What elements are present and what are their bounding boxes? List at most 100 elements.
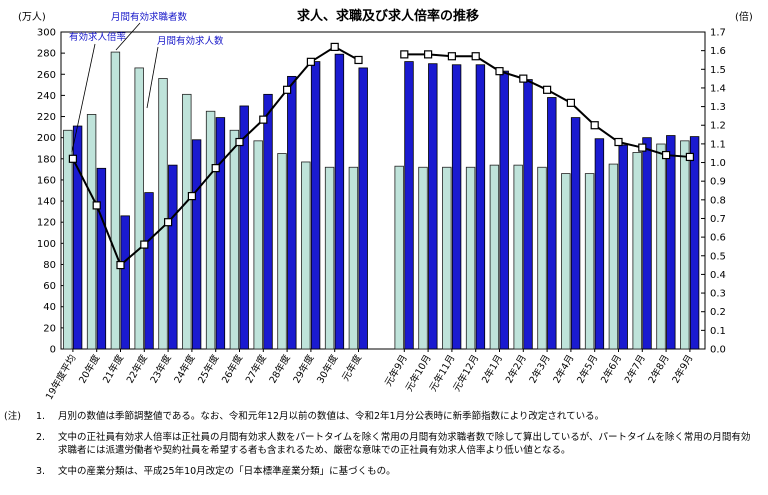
bar-seekers	[418, 166, 428, 350]
x-tick-label: 30年度	[314, 352, 340, 385]
ratio-point	[92, 201, 101, 210]
bar-openings	[358, 67, 368, 350]
x-tick-label: 19年度平均	[43, 353, 78, 402]
bar-seekers	[513, 164, 523, 350]
ratio-point	[211, 164, 220, 173]
bar-seekers	[537, 166, 547, 350]
ratio-point	[400, 50, 409, 59]
x-tick-label: 26年度	[219, 352, 245, 385]
note-1-number: 1.	[36, 411, 46, 422]
bar-seekers	[324, 166, 335, 350]
right-tick-label: 0.8	[710, 195, 726, 206]
note-2-number: 2.	[36, 432, 46, 443]
left-tick-label: 280	[37, 49, 56, 60]
ratio-point	[661, 150, 671, 160]
x-tick-label: 2年3月	[527, 353, 553, 386]
left-tick-label: 220	[37, 112, 56, 123]
bar-openings	[263, 93, 273, 350]
ratio-point	[447, 52, 456, 61]
bar-openings	[334, 53, 345, 350]
left-tick-label: 80	[43, 260, 56, 271]
chart-notes: (注) 1. 月別の数値は季節調整値である。なお、令和元年12月以前の数値は、令…	[4, 410, 756, 486]
bar-openings	[168, 164, 178, 350]
note-1: 1. 月別の数値は季節調整値である。なお、令和元年12月以前の数値は、令和2年1…	[36, 410, 756, 423]
bar-openings	[523, 79, 533, 350]
left-tick-label: 300	[37, 28, 56, 39]
bar-seekers	[134, 67, 144, 350]
plot-frame	[60, 31, 706, 350]
bar-openings	[120, 215, 130, 350]
bar-openings	[594, 138, 605, 350]
note-3-number: 3.	[36, 466, 46, 477]
ratio-point	[140, 240, 149, 249]
right-tick-label: 0.7	[710, 214, 726, 225]
x-tick-label: 25年度	[195, 352, 221, 385]
left-tick-label: 180	[37, 154, 56, 165]
right-tick-label: 0.5	[710, 251, 726, 262]
bar-openings	[689, 136, 700, 350]
x-tick-label: 元年度	[339, 352, 364, 383]
ratio-point	[164, 218, 173, 227]
ratio-point	[235, 137, 244, 147]
bar-openings	[642, 137, 652, 350]
x-tick-label: 2年8月	[646, 353, 672, 386]
right-tick-label: 0.0	[710, 345, 726, 356]
note-2-text: 文中の正社員有効求人倍率は正社員の月間有効求人数をパートタイムを除く常用の月間有…	[58, 432, 751, 456]
notes-head: (注)	[4, 411, 21, 422]
bar-seekers	[63, 129, 73, 350]
bar-seekers	[86, 114, 97, 350]
left-tick-label: 200	[37, 133, 56, 144]
x-tick-label: 22年度	[124, 352, 150, 385]
left-tick-label: 20	[43, 323, 56, 334]
ratio-point	[354, 55, 363, 65]
bar-seekers	[680, 140, 690, 350]
x-tick-label: 21年度	[100, 352, 126, 385]
bar-openings	[191, 139, 202, 350]
leader-line-ratio	[71, 43, 96, 153]
bar-openings	[215, 117, 226, 350]
ratio-point	[259, 115, 268, 124]
ratio-point	[471, 52, 480, 61]
right-tick-label: 1.2	[710, 121, 726, 132]
x-tick-label: 2年9月	[670, 353, 696, 386]
left-tick-label: 100	[37, 239, 56, 250]
ratio-point	[306, 57, 315, 66]
x-tick-label: 23年度	[148, 352, 174, 385]
ratio-point	[424, 50, 433, 59]
left-tick-label: 140	[37, 197, 56, 208]
right-tick-label: 1.0	[710, 158, 726, 169]
right-tick-label: 0.4	[710, 270, 726, 281]
bar-openings	[287, 75, 297, 350]
ratio-point	[638, 143, 647, 152]
right-tick-label: 1.3	[710, 102, 726, 113]
bar-seekers	[608, 163, 619, 350]
x-tick-label: 2年4月	[551, 353, 577, 386]
bar-openings	[547, 97, 557, 350]
right-tick-label: 1.1	[710, 139, 726, 150]
bar-seekers	[205, 110, 216, 350]
note-1-text: 月別の数値は季節調整値である。なお、令和元年12月以前の数値は、令和2年1月分公…	[58, 411, 605, 422]
x-tick-label: 20年度	[76, 352, 102, 385]
ratio-point	[542, 85, 552, 94]
note-3: 3. 文中の産業分類は、平成25年10月改定の「日本標準産業分類」に基づくもの。	[36, 465, 756, 478]
ratio-point	[566, 98, 576, 107]
bar-seekers	[632, 152, 642, 350]
job-openings-chart: 求人、求職及び求人倍率の推移 (万人) (倍) 0 20 40 60 80 100 120 1…	[18, 8, 753, 402]
x-tick-label: 29年度	[291, 352, 317, 385]
ratio-point	[68, 154, 78, 163]
bar-openings	[96, 167, 107, 350]
legend-label-ratio: 有効求人倍率	[69, 31, 127, 43]
left-tick-label: 40	[43, 302, 56, 313]
bar-openings	[239, 105, 249, 350]
bar-seekers	[229, 129, 240, 350]
plot-area: 0 20 40 60 80 100 120 140 160 180 200 220 240 260 280 3…	[37, 22, 726, 402]
bar-seekers	[465, 166, 476, 350]
bar-seekers	[253, 140, 263, 350]
x-tick-label: 2年6月	[598, 353, 624, 386]
right-tick-label: 0.3	[710, 289, 726, 300]
leader-line-seekers	[115, 22, 141, 51]
right-axis-unit: (倍)	[735, 10, 753, 23]
ratio-point	[283, 85, 292, 94]
bar-seekers	[584, 173, 595, 350]
left-tick-label: 120	[37, 218, 56, 229]
